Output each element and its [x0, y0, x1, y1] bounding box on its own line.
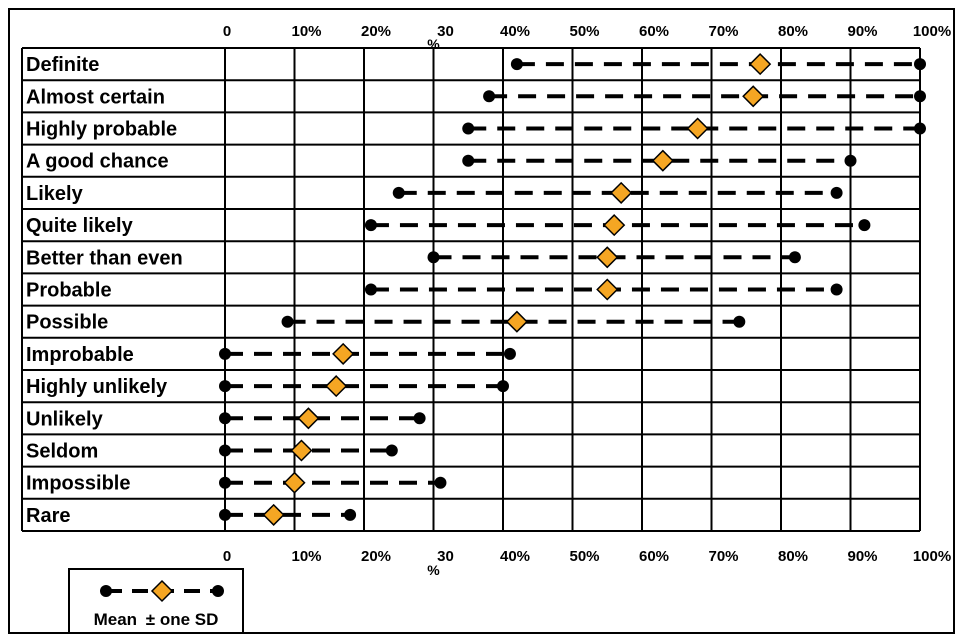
mean-point-0 — [749, 53, 772, 76]
tick-label-bottom-9: 90% — [847, 548, 877, 565]
tick-label-top-2: 20% — [361, 23, 391, 40]
sd-low-point-4 — [392, 186, 405, 199]
mean-point-7 — [596, 278, 619, 301]
mean-point-8 — [505, 310, 528, 333]
mean-point-1 — [742, 85, 765, 108]
sd-high-point-1 — [914, 90, 926, 103]
legend-sd-label: ± one SD — [145, 610, 219, 629]
axis-unit-top: % — [427, 36, 440, 52]
axis-unit-bottom: % — [427, 562, 440, 578]
tick-label-top-0: 0 — [223, 23, 231, 40]
sd-high-point-9 — [503, 347, 516, 360]
chart-frame — [8, 8, 955, 634]
sd-low-point-10 — [219, 380, 231, 393]
category-label-4: Likely — [26, 183, 84, 205]
category-label-8: Possible — [26, 312, 108, 334]
tick-label-bottom-7: 70% — [708, 548, 738, 565]
tick-label-bottom-10: 100% — [913, 548, 951, 565]
tick-label-top-1: 10% — [291, 23, 321, 40]
sd-low-point-7 — [364, 283, 377, 296]
category-label-2: Highly probable — [26, 119, 177, 141]
category-label-0: Definite — [26, 54, 99, 76]
tick-label-bottom-5: 50% — [569, 548, 599, 565]
mean-point-12 — [290, 439, 313, 462]
sd-high-point-7 — [830, 283, 843, 296]
sd-low-point-12 — [219, 444, 231, 457]
sd-high-point-2 — [914, 122, 926, 135]
category-label-7: Probable — [26, 280, 112, 302]
mean-point-14 — [262, 503, 285, 526]
tick-label-bottom-2: 20% — [361, 548, 391, 565]
legend-sd-low-marker — [100, 585, 112, 597]
legend-symbols — [100, 579, 224, 603]
category-label-10: Highly unlikely — [26, 376, 168, 398]
sd-low-point-8 — [281, 315, 294, 328]
tick-label-bottom-3: 30 — [437, 548, 454, 565]
tick-label-bottom-0: 0 — [223, 548, 231, 565]
sd-low-point-2 — [462, 122, 475, 135]
sd-high-point-12 — [385, 444, 398, 457]
tick-label-bottom-8: 80% — [778, 548, 808, 565]
legend-sd-high-marker — [212, 585, 224, 597]
mean-point-13 — [283, 471, 306, 494]
tick-label-top-9: 90% — [847, 23, 877, 40]
tick-label-top-4: 40% — [500, 23, 530, 40]
tick-label-top-5: 50% — [569, 23, 599, 40]
sd-low-point-6 — [427, 251, 440, 264]
sd-high-point-3 — [844, 154, 857, 167]
mean-point-9 — [332, 342, 355, 365]
legend-mean-label: Mean — [93, 610, 138, 629]
sd-high-point-11 — [413, 412, 426, 425]
tick-label-top-6: 60% — [639, 23, 669, 40]
sd-low-point-11 — [219, 412, 231, 425]
tick-label-bottom-1: 10% — [291, 548, 321, 565]
mean-point-2 — [686, 117, 709, 140]
tick-label-top-3: 30 — [437, 23, 454, 40]
category-label-11: Unlikely — [26, 408, 104, 430]
mean-point-10 — [325, 375, 348, 398]
mean-point-11 — [297, 407, 320, 430]
legend-mean-marker — [150, 579, 174, 603]
sd-high-point-0 — [914, 58, 926, 71]
tick-label-top-8: 80% — [778, 23, 808, 40]
sd-high-point-8 — [733, 315, 746, 328]
sd-low-point-14 — [219, 508, 231, 521]
mean-point-6 — [596, 246, 619, 269]
mean-point-4 — [610, 181, 633, 204]
sd-high-point-6 — [788, 251, 801, 264]
mean-point-5 — [603, 214, 626, 237]
category-label-14: Rare — [26, 505, 70, 527]
tick-label-bottom-4: 40% — [500, 548, 530, 565]
category-label-13: Impossible — [26, 473, 130, 495]
sd-high-point-14 — [344, 508, 357, 521]
sd-high-point-4 — [830, 186, 843, 199]
category-label-1: Almost certain — [26, 86, 165, 108]
sd-low-point-0 — [510, 58, 523, 71]
mean-point-3 — [651, 149, 674, 172]
sd-high-point-5 — [858, 219, 871, 232]
tick-label-top-10: 100% — [913, 23, 951, 40]
sd-high-point-10 — [497, 380, 509, 393]
sd-low-point-13 — [219, 476, 231, 489]
category-label-3: A good chance — [26, 151, 169, 173]
chart-legend: Mean ± one SD — [68, 568, 244, 634]
category-label-12: Seldom — [26, 441, 98, 463]
tick-label-top-7: 70% — [708, 23, 738, 40]
sd-low-point-1 — [483, 90, 496, 103]
legend-labels: Mean ± one SD — [70, 610, 242, 630]
category-label-6: Better than even — [26, 247, 183, 269]
tick-label-bottom-6: 60% — [639, 548, 669, 565]
category-label-5: Quite likely — [26, 215, 134, 237]
sd-high-point-13 — [434, 476, 447, 489]
sd-low-point-3 — [462, 154, 475, 167]
category-label-9: Improbable — [26, 344, 134, 366]
sd-low-point-9 — [219, 347, 231, 360]
sd-low-point-5 — [364, 219, 377, 232]
